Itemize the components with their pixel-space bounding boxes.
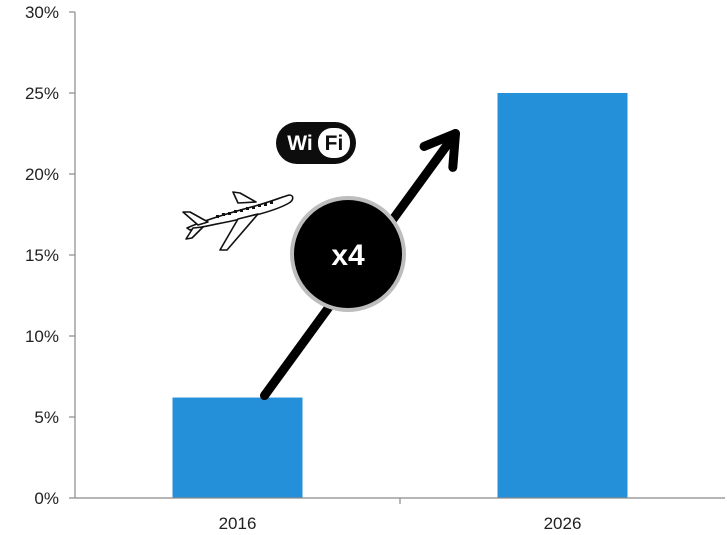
y-axis-ticks: 0% 5% 10% 15% 20% 25% 30% (25, 3, 75, 508)
y-tick-label: 20% (25, 165, 59, 184)
wifi-icon-text-fi: Fi (325, 132, 344, 155)
multiplier-badge: x4 (290, 196, 406, 312)
y-tick-label: 25% (25, 84, 59, 103)
y-tick-label: 15% (25, 246, 59, 265)
y-tick-label: 0% (34, 489, 59, 508)
x-axis-ticks: 2016 2026 (219, 498, 582, 533)
airplane-icon (182, 191, 294, 251)
wifi-icon-text-wi: Wi (287, 132, 312, 155)
y-tick-label: 30% (25, 3, 59, 22)
multiplier-label: x4 (331, 239, 365, 272)
bar-2016 (172, 397, 303, 498)
y-tick-label: 10% (25, 327, 59, 346)
x-tick-label: 2016 (219, 514, 257, 533)
bars (172, 93, 628, 498)
wifi-icon: Wi Fi (276, 122, 356, 164)
x-tick-label: 2026 (544, 514, 582, 533)
y-tick-label: 5% (34, 408, 59, 427)
bar-2026 (497, 93, 628, 498)
